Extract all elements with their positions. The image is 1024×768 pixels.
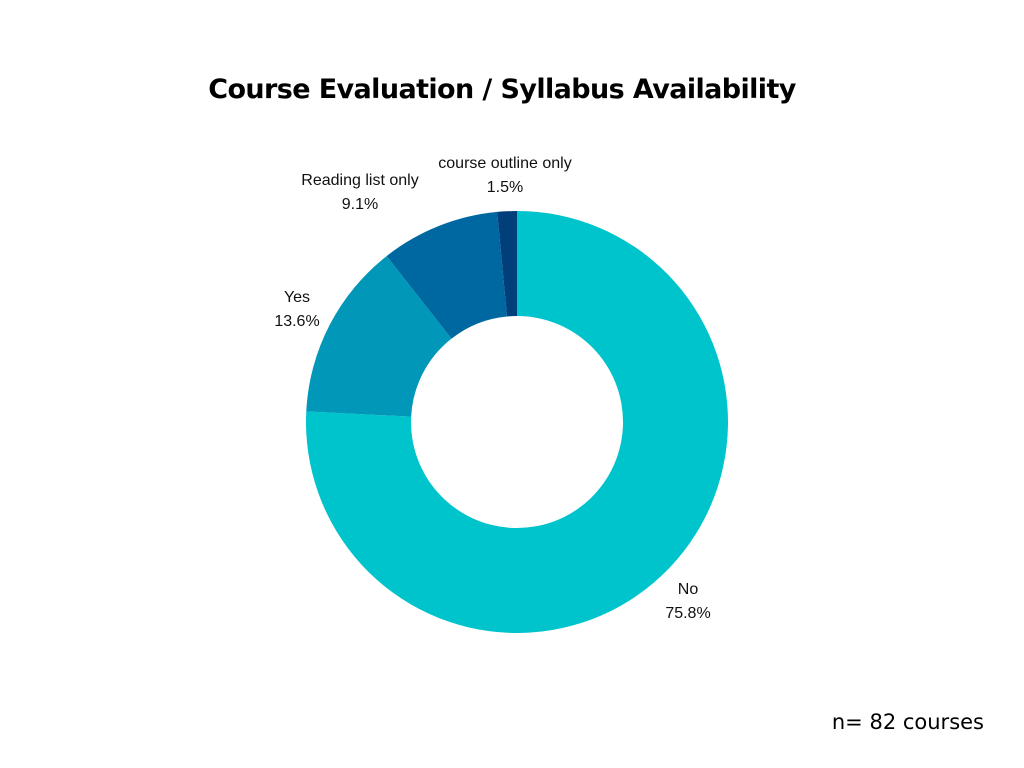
- slice-label-value: 13.6%: [274, 313, 319, 330]
- donut-slice-course-outline-only: [497, 211, 517, 317]
- slice-labels: No 75.8% Yes 13.6% Reading list only 9.1% cour…: [274, 155, 710, 622]
- donut-slice-reading-list-only: [386, 211, 508, 339]
- slice-label-name: No: [678, 581, 699, 598]
- slice-label-value: 9.1%: [342, 196, 378, 213]
- chart-title: Course Evaluation / Syllabus Availabilit…: [208, 74, 796, 105]
- slice-label-name: Reading list only: [301, 172, 418, 189]
- donut-slice-no: [305, 211, 729, 633]
- slice-label-name: course outline only: [438, 155, 571, 172]
- sample-size-note: n= 82 courses: [831, 710, 984, 734]
- donut-slice-yes: [306, 256, 452, 417]
- slice-label-name: Yes: [284, 289, 310, 306]
- slice-label-value: 75.8%: [665, 605, 710, 622]
- donut-slices: [305, 211, 729, 633]
- slice-label-value: 1.5%: [487, 179, 523, 196]
